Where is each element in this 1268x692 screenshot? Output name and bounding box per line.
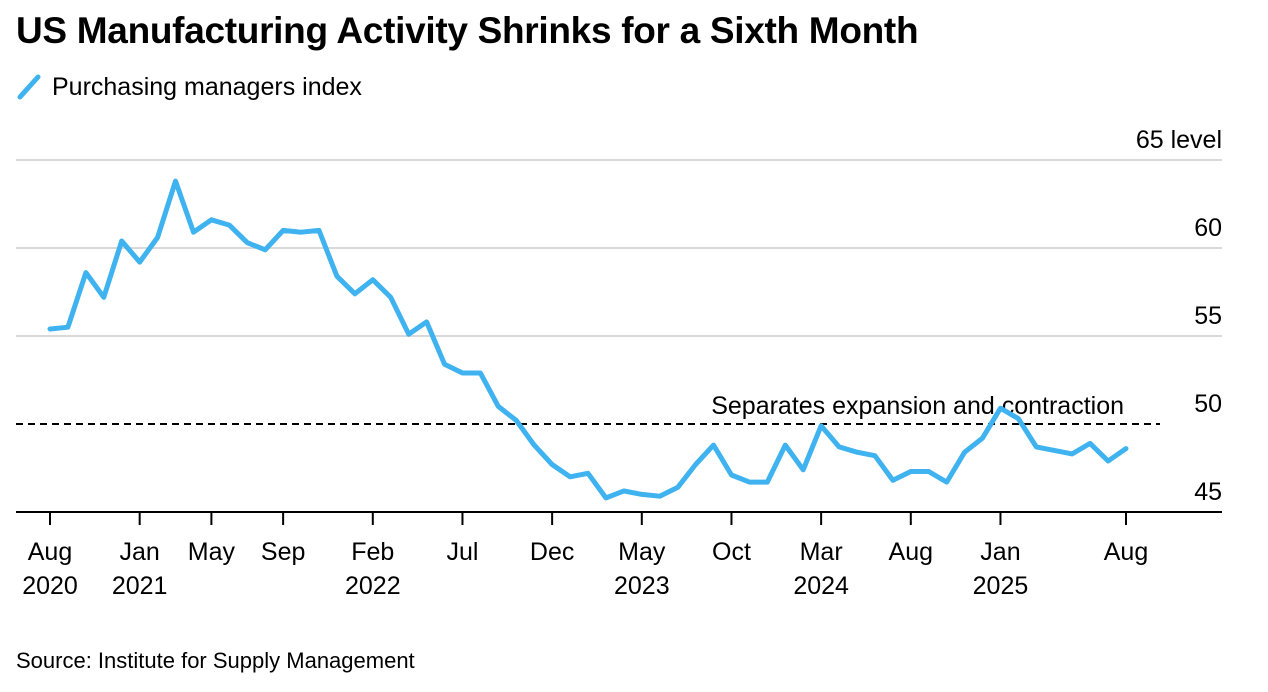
- x-tick-label-year: 2022: [345, 572, 401, 600]
- y-tick-label: 50: [1194, 390, 1222, 418]
- x-tick-label-month: Sep: [261, 538, 305, 566]
- x-tick-label-year: 2021: [112, 572, 168, 600]
- series-line-pmi: [47, 178, 1129, 501]
- axis-layer: 65 level 60 55 50 45 Aug 2020 Jan 2021 May Sep Feb 2…: [16, 126, 1222, 600]
- y-tick-label: 55: [1194, 302, 1222, 330]
- y-tick-label: 60: [1194, 214, 1222, 242]
- x-tick-label-year: 2020: [22, 572, 78, 600]
- legend-label: Purchasing managers index: [52, 72, 362, 101]
- legend-swatch-icon: [17, 74, 41, 100]
- source-note: Source: Institute for Supply Management: [16, 648, 415, 673]
- grid-layer: [16, 159, 1222, 337]
- legend: Purchasing managers index: [16, 70, 362, 104]
- x-tick-label-month: Feb: [351, 538, 394, 566]
- x-tick-label-year: 2025: [973, 572, 1029, 600]
- x-tick-label-month: Oct: [712, 538, 751, 566]
- y-tick-label: 65 level: [1136, 126, 1222, 154]
- x-tick-label-month: Jan: [980, 538, 1020, 566]
- series-layer: [47, 178, 1129, 501]
- x-tick-label-month: Aug: [889, 538, 933, 566]
- x-tick-label-month: Jul: [446, 538, 478, 566]
- x-tick-label-month: Jan: [120, 538, 160, 566]
- x-tick-label-month: May: [618, 538, 666, 566]
- x-tick-label-month: Dec: [530, 538, 574, 566]
- reference-line-label: Separates expansion and contraction: [711, 392, 1124, 420]
- x-tick-label-year: 2024: [793, 572, 849, 600]
- x-tick-label-month: Aug: [28, 538, 72, 566]
- y-tick-label: 45: [1194, 478, 1222, 506]
- x-tick-label-month: Mar: [800, 538, 843, 566]
- x-tick-label-month: May: [188, 538, 236, 566]
- chart-title: US Manufacturing Activity Shrinks for a …: [16, 10, 919, 51]
- x-tick-label-month: Aug: [1104, 538, 1148, 566]
- x-tick-label-year: 2023: [614, 572, 670, 600]
- reference-layer: Separates expansion and contraction: [16, 392, 1160, 425]
